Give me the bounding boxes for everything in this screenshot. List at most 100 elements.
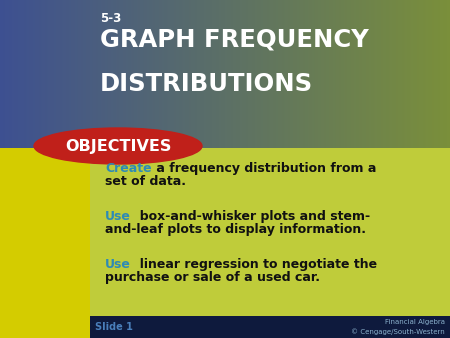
Bar <box>360 0 361 148</box>
Bar <box>343 0 345 148</box>
Bar <box>323 0 324 148</box>
Bar <box>256 0 258 148</box>
Bar <box>150 0 152 148</box>
Bar <box>395 0 396 148</box>
Bar <box>104 0 105 148</box>
Bar <box>170 0 171 148</box>
Bar <box>215 0 216 148</box>
Bar <box>354 0 356 148</box>
Bar <box>288 0 289 148</box>
Bar <box>179 0 180 148</box>
Bar <box>208 0 210 148</box>
Bar <box>302 0 303 148</box>
Bar <box>345 0 347 148</box>
Bar <box>32 0 33 148</box>
Bar <box>42 0 44 148</box>
Bar <box>8 0 9 148</box>
Bar <box>144 0 145 148</box>
Bar <box>176 0 177 148</box>
Bar <box>153 0 154 148</box>
Bar <box>141 0 143 148</box>
Bar <box>122 0 123 148</box>
Bar <box>96 0 98 148</box>
Bar <box>0 148 450 316</box>
Bar <box>158 0 159 148</box>
Bar <box>442 0 444 148</box>
Bar <box>12 0 14 148</box>
Bar <box>22 0 24 148</box>
Text: Slide 1: Slide 1 <box>95 322 133 332</box>
Bar <box>45 0 46 148</box>
Bar <box>107 0 108 148</box>
Bar <box>40 0 42 148</box>
Text: Use: Use <box>105 210 131 223</box>
Bar <box>356 0 357 148</box>
Bar <box>93 0 94 148</box>
Bar <box>274 0 276 148</box>
Bar <box>387 0 388 148</box>
Bar <box>117 0 118 148</box>
Bar <box>333 0 334 148</box>
Bar <box>381 0 382 148</box>
Bar <box>180 0 181 148</box>
Text: DISTRIBUTIONS: DISTRIBUTIONS <box>100 72 313 96</box>
Bar <box>14 0 15 148</box>
Bar <box>111 0 112 148</box>
Bar <box>330 0 332 148</box>
Bar <box>0 148 90 316</box>
Bar <box>51 0 53 148</box>
Bar <box>188 0 189 148</box>
Bar <box>90 0 91 148</box>
Bar <box>62 0 63 148</box>
Bar <box>63 0 64 148</box>
Text: a frequency distribution from a: a frequency distribution from a <box>152 162 376 175</box>
Bar <box>267 0 269 148</box>
Bar <box>314 0 315 148</box>
Bar <box>220 0 222 148</box>
Bar <box>402 0 404 148</box>
Text: Use: Use <box>105 258 131 271</box>
Bar <box>224 0 225 148</box>
Bar <box>234 0 235 148</box>
Bar <box>105 0 107 148</box>
Bar <box>18 0 19 148</box>
Bar <box>152 0 153 148</box>
Bar <box>225 0 226 148</box>
Bar <box>378 0 379 148</box>
Bar <box>226 0 228 148</box>
Bar <box>375 0 377 148</box>
Bar <box>441 0 442 148</box>
Text: purchase or sale of a used car.: purchase or sale of a used car. <box>105 271 320 284</box>
Bar <box>222 0 224 148</box>
Bar <box>306 0 307 148</box>
Bar <box>370 0 372 148</box>
Bar <box>71 0 72 148</box>
Bar <box>53 0 54 148</box>
Bar <box>204 0 206 148</box>
Bar <box>303 0 305 148</box>
Bar <box>171 0 172 148</box>
Bar <box>116 0 117 148</box>
Bar <box>183 0 184 148</box>
Bar <box>102 0 104 148</box>
Bar <box>334 0 336 148</box>
Bar <box>35 0 36 148</box>
Bar <box>327 0 328 148</box>
Bar <box>98 0 99 148</box>
Bar <box>405 0 406 148</box>
Bar <box>207 0 208 148</box>
Bar <box>66 0 67 148</box>
Bar <box>136 0 138 148</box>
Bar <box>273 0 274 148</box>
Bar <box>75 0 76 148</box>
Bar <box>86 0 87 148</box>
Bar <box>339 0 341 148</box>
Bar <box>243 0 244 148</box>
Bar <box>120 0 122 148</box>
Bar <box>336 0 338 148</box>
Bar <box>328 0 330 148</box>
Bar <box>219 0 220 148</box>
Bar <box>252 0 253 148</box>
Bar <box>429 0 431 148</box>
Bar <box>126 0 127 148</box>
